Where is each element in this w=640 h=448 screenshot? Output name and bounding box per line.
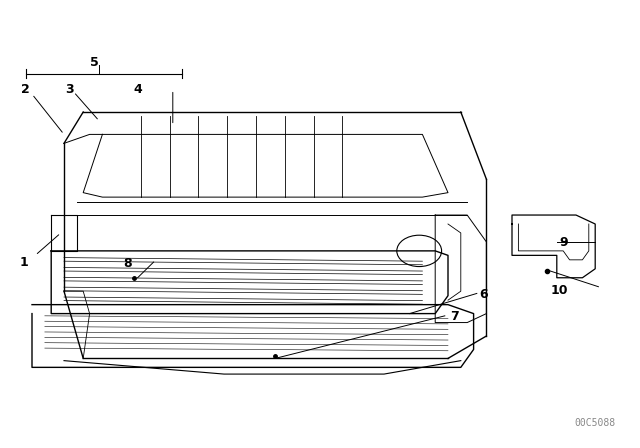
Text: 9: 9 <box>559 236 568 250</box>
Text: 2: 2 <box>21 83 30 96</box>
Text: 5: 5 <box>90 56 99 69</box>
Text: 3: 3 <box>65 83 74 96</box>
Text: 6: 6 <box>479 288 488 302</box>
Text: 00C5088: 00C5088 <box>575 418 616 428</box>
Text: 8: 8 <box>124 257 132 270</box>
Text: 7: 7 <box>450 310 459 323</box>
Text: 4: 4 <box>133 83 142 96</box>
Text: 10: 10 <box>550 284 568 297</box>
Text: 1: 1 <box>20 255 29 269</box>
